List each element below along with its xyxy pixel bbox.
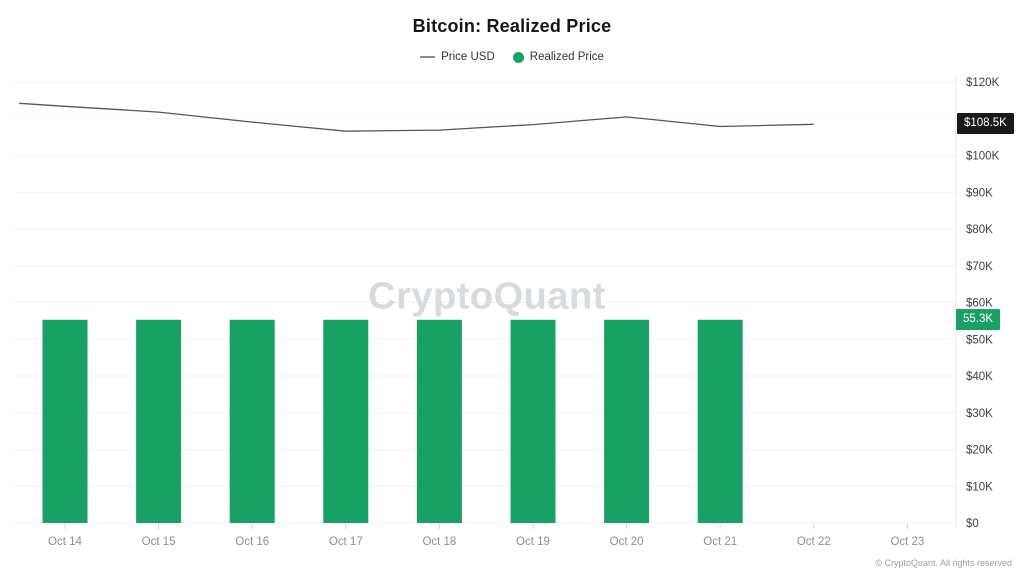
x-tick-label: Oct 23: [890, 536, 924, 548]
realized-price-bar[interactable]: [510, 319, 556, 523]
chart-title: Bitcoin: Realized Price: [412, 16, 612, 36]
realized-price-bar[interactable]: [136, 319, 182, 523]
y-tick-label: $50K: [966, 334, 993, 346]
price-usd-line[interactable]: [19, 102, 814, 132]
x-tick-label: Oct 22: [797, 536, 831, 548]
legend-label-price-usd: Price USD: [441, 51, 495, 63]
x-tick-label: Oct 15: [142, 536, 176, 548]
realized-price-bar[interactable]: [42, 319, 88, 523]
x-tick-label: Oct 20: [610, 536, 644, 548]
y-tick-label: $90K: [966, 187, 993, 199]
realized-price-axis-badge: 55.3K: [956, 308, 1001, 330]
legend-item-realized-price[interactable]: Realized Price: [512, 51, 604, 63]
y-tick-label: $30K: [966, 408, 993, 420]
y-tick-label: $10K: [966, 481, 993, 493]
copyright-text: © CryptoQuant. All rights reserved: [875, 558, 1012, 568]
price-usd-axis-badge: $108.5K: [957, 113, 1014, 135]
x-tick-label: Oct 21: [703, 536, 737, 548]
x-tick-label: Oct 14: [48, 536, 82, 548]
y-tick-label: $80K: [966, 224, 993, 236]
y-tick-label: $100K: [966, 151, 1000, 163]
realized-price-bar[interactable]: [697, 319, 743, 523]
x-tick-label: Oct 18: [422, 536, 456, 548]
realized-price-bar[interactable]: [416, 319, 462, 523]
realized-price-bar[interactable]: [323, 319, 369, 523]
x-tick-label: Oct 19: [516, 536, 550, 548]
line-swatch-icon: [420, 56, 436, 58]
y-tick-label: $120K: [966, 77, 1000, 89]
x-tick-label: Oct 16: [235, 536, 269, 548]
realized-price-bar[interactable]: [229, 319, 275, 523]
legend: Price USD Realized Price: [0, 49, 1024, 65]
x-tick-label: Oct 17: [329, 536, 363, 548]
y-tick-label: $40K: [966, 371, 993, 383]
y-tick-label: $60K: [966, 298, 993, 310]
y-tick-label: $70K: [966, 261, 993, 273]
y-tick-label: $0: [966, 518, 979, 530]
legend-label-realized-price: Realized Price: [529, 51, 604, 63]
realized-price-bar[interactable]: [604, 319, 650, 523]
dot-swatch-icon: [512, 51, 524, 63]
legend-item-price-usd[interactable]: Price USD: [420, 51, 495, 63]
y-tick-label: $20K: [966, 445, 993, 457]
